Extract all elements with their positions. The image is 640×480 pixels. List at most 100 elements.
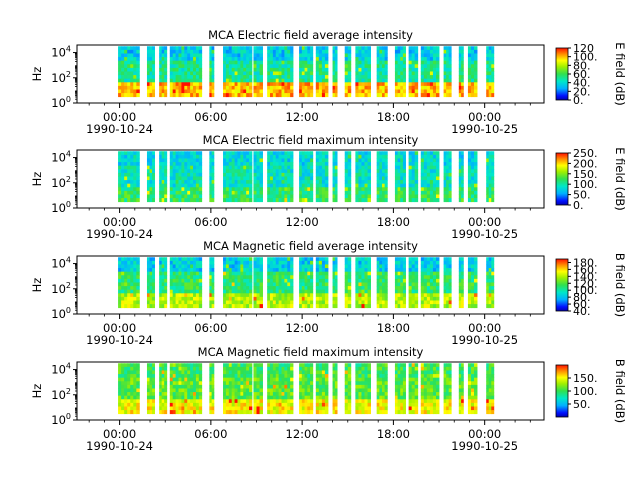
spectrogram-cell: [379, 187, 383, 192]
spectrogram-cell: [146, 381, 150, 386]
spectrogram-cell: [426, 198, 431, 203]
spectrogram-cell: [367, 53, 371, 58]
spectrogram-cell: [446, 53, 450, 58]
spectrogram-cell: [290, 406, 294, 411]
spectrogram-cell: [175, 151, 179, 156]
spectrogram-cell: [367, 264, 371, 269]
spectrogram-cell: [253, 366, 257, 371]
spectrogram-cell: [249, 300, 253, 305]
spectrogram-cell: [164, 49, 168, 54]
spectrogram-cell: [178, 67, 182, 72]
spectrogram-cell: [240, 388, 244, 393]
spectrogram-cell: [184, 260, 188, 265]
spectrogram-cell: [237, 82, 241, 87]
spectrogram-cell: [443, 282, 447, 287]
spectrogram-cell: [275, 176, 280, 181]
spectrogram-cell: [344, 71, 349, 76]
spectrogram-cell: [184, 75, 188, 80]
spectrogram-cell: [223, 180, 227, 185]
spectrogram-cell: [364, 158, 368, 163]
spectrogram-cell: [448, 151, 452, 156]
spectrogram-cell: [321, 257, 326, 262]
spectrogram-cell: [193, 264, 197, 269]
spectrogram-cell: [367, 85, 371, 90]
spectrogram-cell: [253, 194, 257, 199]
spectrogram-cell: [275, 172, 280, 177]
spectrogram-cell: [121, 64, 125, 69]
spectrogram-cell: [237, 198, 241, 203]
spectrogram-cell: [272, 278, 277, 283]
spectrogram-cell: [181, 89, 185, 94]
spectrogram-cell: [443, 304, 447, 309]
spectrogram-cell: [426, 172, 431, 177]
spectrogram-cell: [426, 271, 431, 276]
spectrogram-cell: [133, 271, 137, 276]
spectrogram-cell: [133, 198, 137, 203]
spectrogram-cell: [136, 278, 140, 283]
spectrogram-cell: [272, 381, 277, 386]
spectrogram-cell: [429, 151, 434, 156]
spectrogram-cell: [344, 257, 349, 262]
spectrogram-cell: [307, 46, 311, 51]
spectrogram-cell: [376, 275, 380, 280]
spectrogram-cell: [275, 60, 280, 65]
spectrogram-cell: [124, 293, 128, 298]
spectrogram-cell: [275, 395, 280, 400]
spectrogram-cell: [379, 162, 383, 167]
spectrogram-cell: [411, 260, 416, 265]
spectrogram-cell: [181, 300, 185, 305]
spectrogram-cell: [278, 282, 282, 287]
spectrogram-cell: [411, 183, 416, 188]
spectrogram-cell: [420, 89, 425, 94]
spectrogram-cell: [384, 275, 388, 280]
spectrogram-cell: [127, 374, 131, 379]
spectrogram-cell: [281, 49, 285, 54]
spectrogram-cell: [299, 180, 303, 185]
spectrogram-cell: [270, 67, 274, 72]
spectrogram-cell: [209, 381, 213, 386]
spectrogram-cell: [315, 82, 320, 87]
spectrogram-cell: [149, 296, 153, 301]
spectrogram-cell: [209, 260, 213, 265]
spectrogram-cell: [488, 198, 492, 203]
spectrogram-cell: [318, 154, 323, 159]
spectrogram-cell: [367, 82, 371, 87]
spectrogram-cell: [310, 392, 314, 397]
spectrogram-cell: [152, 198, 155, 203]
spectrogram-cell: [187, 172, 191, 177]
spectrogram-cell: [175, 286, 179, 291]
spectrogram-cell: [318, 53, 323, 58]
spectrogram-cell: [461, 71, 464, 76]
spectrogram-cell: [169, 275, 174, 280]
spectrogram-cell: [243, 374, 247, 379]
spectrogram-cell: [253, 64, 257, 69]
spectrogram-cell: [470, 257, 475, 262]
spectrogram-cell: [181, 282, 185, 287]
spectrogram-cell: [211, 180, 215, 185]
spectrogram-cell: [429, 187, 434, 192]
spectrogram-cell: [178, 75, 182, 80]
panel-4: MCA Magnetic field maximum intensity1001…: [30, 345, 627, 453]
spectrogram-cell: [382, 71, 386, 76]
spectrogram-cell: [193, 49, 197, 54]
spectrogram-cell: [429, 264, 434, 269]
spectrogram-cell: [344, 172, 349, 177]
spectrogram-cell: [307, 282, 311, 287]
spectrogram-cell: [332, 180, 336, 185]
spectrogram-cell: [310, 289, 314, 294]
spectrogram-cell: [315, 53, 320, 58]
spectrogram-cell: [231, 271, 235, 276]
spectrogram-cell: [146, 300, 150, 305]
spectrogram-cell: [318, 165, 323, 170]
spectrogram-cell: [211, 278, 215, 283]
spectrogram-cell: [181, 271, 185, 276]
spectrogram-cell: [324, 89, 329, 94]
spectrogram-cell: [172, 71, 176, 76]
spectrogram-cell: [379, 158, 383, 163]
spectrogram-cell: [301, 71, 305, 76]
spectrogram-cell: [181, 64, 185, 69]
spectrogram-cell: [436, 46, 440, 51]
spectrogram-cell: [411, 176, 416, 181]
spectrogram-cell: [379, 49, 383, 54]
spectrogram-cell: [290, 194, 294, 199]
